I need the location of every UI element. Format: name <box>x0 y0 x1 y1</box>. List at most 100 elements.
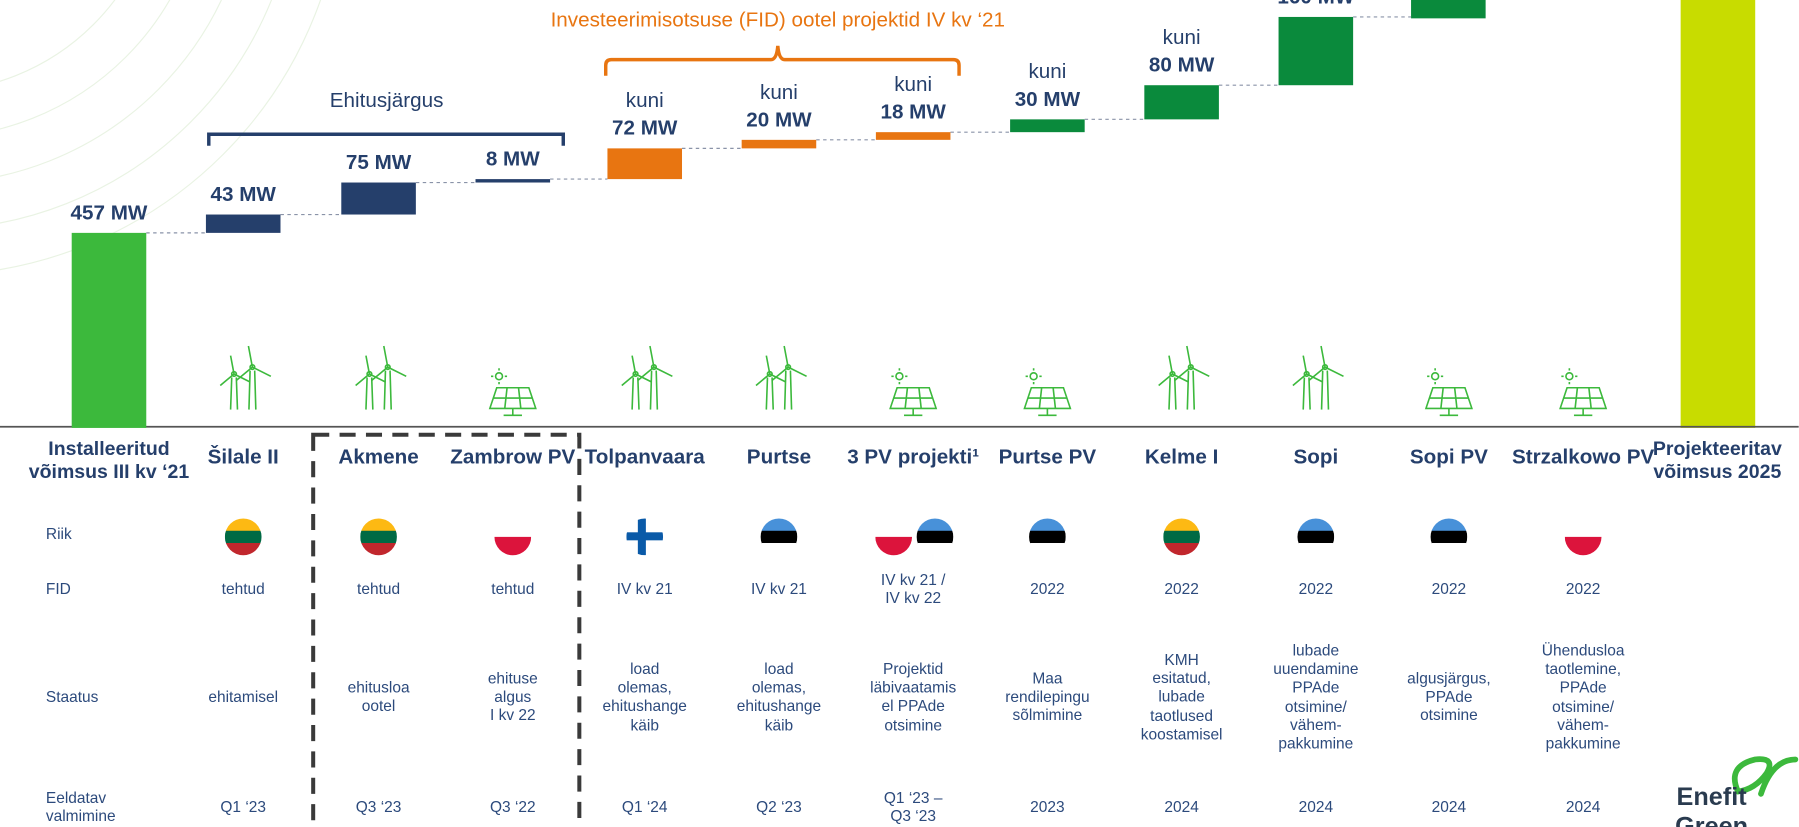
table-cell: Q1 ‘23 – Q3 ‘23 <box>883 789 943 825</box>
wind-icon <box>1158 345 1210 410</box>
bar <box>71 232 147 428</box>
row-label: Eeldatav valmimine <box>45 789 116 825</box>
background-arcs <box>0 0 322 271</box>
turbine <box>755 355 787 410</box>
flag <box>916 518 954 556</box>
category-label: Projekteeritav võimsus 2025 <box>1652 437 1782 483</box>
table-cell: 2023 <box>1030 798 1065 816</box>
turbine <box>771 345 807 410</box>
stripe <box>224 530 262 544</box>
stripe <box>1029 518 1066 532</box>
bar <box>475 179 551 183</box>
stripe <box>916 518 954 532</box>
value-prefix: kuni <box>1162 25 1201 49</box>
value-prefix: kuni <box>894 72 933 96</box>
rays <box>491 368 508 385</box>
flag <box>224 518 262 556</box>
stripe <box>1564 536 1602 556</box>
value-label: 20 MW <box>746 107 812 131</box>
stripe <box>760 543 798 556</box>
category-label: Kelme I <box>1144 445 1219 469</box>
table-cell: 2022 <box>1298 580 1334 598</box>
stripe <box>760 530 798 544</box>
bracket <box>207 132 565 146</box>
sun <box>1029 372 1038 381</box>
value-label: 8 MW <box>485 147 540 171</box>
highlight-box <box>311 432 582 827</box>
bar <box>607 148 683 180</box>
table-cell: 2022 <box>1431 580 1467 598</box>
rays <box>1561 368 1578 385</box>
stripe <box>1430 530 1468 544</box>
table-cell: load olemas, ehitushange käib <box>602 660 687 734</box>
category-label: Sopi <box>1293 445 1339 469</box>
value-prefix: kuni <box>1028 59 1067 83</box>
cross <box>626 532 664 541</box>
hub <box>366 370 373 378</box>
table-cell: IV kv 21 <box>750 580 807 598</box>
stripe <box>1029 543 1066 556</box>
value-label: 80 MW <box>1148 53 1215 77</box>
turbine <box>1158 355 1189 410</box>
flag <box>760 518 798 556</box>
sun <box>895 372 904 381</box>
table-cell: 2022 <box>1164 580 1199 598</box>
value-label: 457 MW <box>70 200 148 224</box>
flag <box>875 518 913 556</box>
panel <box>1559 386 1608 417</box>
value-prefix: kuni <box>760 80 798 104</box>
flag <box>494 518 532 556</box>
bar <box>1144 85 1219 120</box>
table-cell: 2022 <box>1565 580 1601 598</box>
table-cell: IV kv 21 <box>616 580 673 598</box>
turbine <box>1174 345 1210 410</box>
hub <box>1303 370 1310 378</box>
turbine <box>236 345 272 410</box>
wind-icon <box>1292 345 1344 410</box>
stripe <box>1163 530 1200 544</box>
category-label: Tolpanvaara <box>584 445 705 469</box>
table-cell: 2024 <box>1565 798 1601 816</box>
hub <box>384 364 391 371</box>
table-cell: 2024 <box>1298 798 1334 816</box>
table-cell: Projektid läbivaatamis el PPAde otsimine <box>870 660 957 734</box>
group-label: Investeerimisotsuse (FID) ootel projekti… <box>550 8 1006 32</box>
table-cell: Q1 ‘23 <box>220 798 267 816</box>
rays <box>1025 368 1042 385</box>
stripe <box>916 543 954 556</box>
wind-icon <box>755 345 807 410</box>
stripe <box>1029 530 1066 544</box>
category-label: Strzalkowo PV <box>1511 445 1655 469</box>
value-label: 75 MW <box>345 150 412 174</box>
hub <box>249 364 256 371</box>
stripe <box>224 543 262 556</box>
stripe <box>224 518 262 532</box>
stripe <box>875 518 913 538</box>
table-cell: KMH esitatud, lubade taotlused koostamis… <box>1140 651 1223 743</box>
hub <box>785 364 792 371</box>
category-label: Šilale II <box>207 445 279 469</box>
flag <box>1564 518 1602 556</box>
table-cell: 2024 <box>1164 798 1199 816</box>
value-label: 30 MW <box>1014 87 1081 111</box>
group-label: Ehitusjärgus <box>329 88 444 112</box>
turbine <box>219 355 251 410</box>
stripe <box>1297 530 1335 544</box>
table-cell: Q3 ‘22 <box>489 798 536 816</box>
stripe <box>760 518 798 532</box>
stripe <box>875 536 913 556</box>
table-cell: ehitusloa ootel <box>347 678 410 715</box>
stripe <box>1297 518 1335 532</box>
solar-icon <box>488 368 537 417</box>
row-label: FID <box>45 580 71 598</box>
table-cell: 2024 <box>1431 798 1467 816</box>
hub <box>230 370 238 378</box>
category-label: Purtse PV <box>998 445 1097 469</box>
category-label: Sopi PV <box>1409 445 1488 469</box>
table-cell: Q1 ‘24 <box>621 798 668 816</box>
hub <box>650 364 658 371</box>
table-cell: Q2 ‘23 <box>756 798 802 816</box>
stripe <box>916 530 954 544</box>
